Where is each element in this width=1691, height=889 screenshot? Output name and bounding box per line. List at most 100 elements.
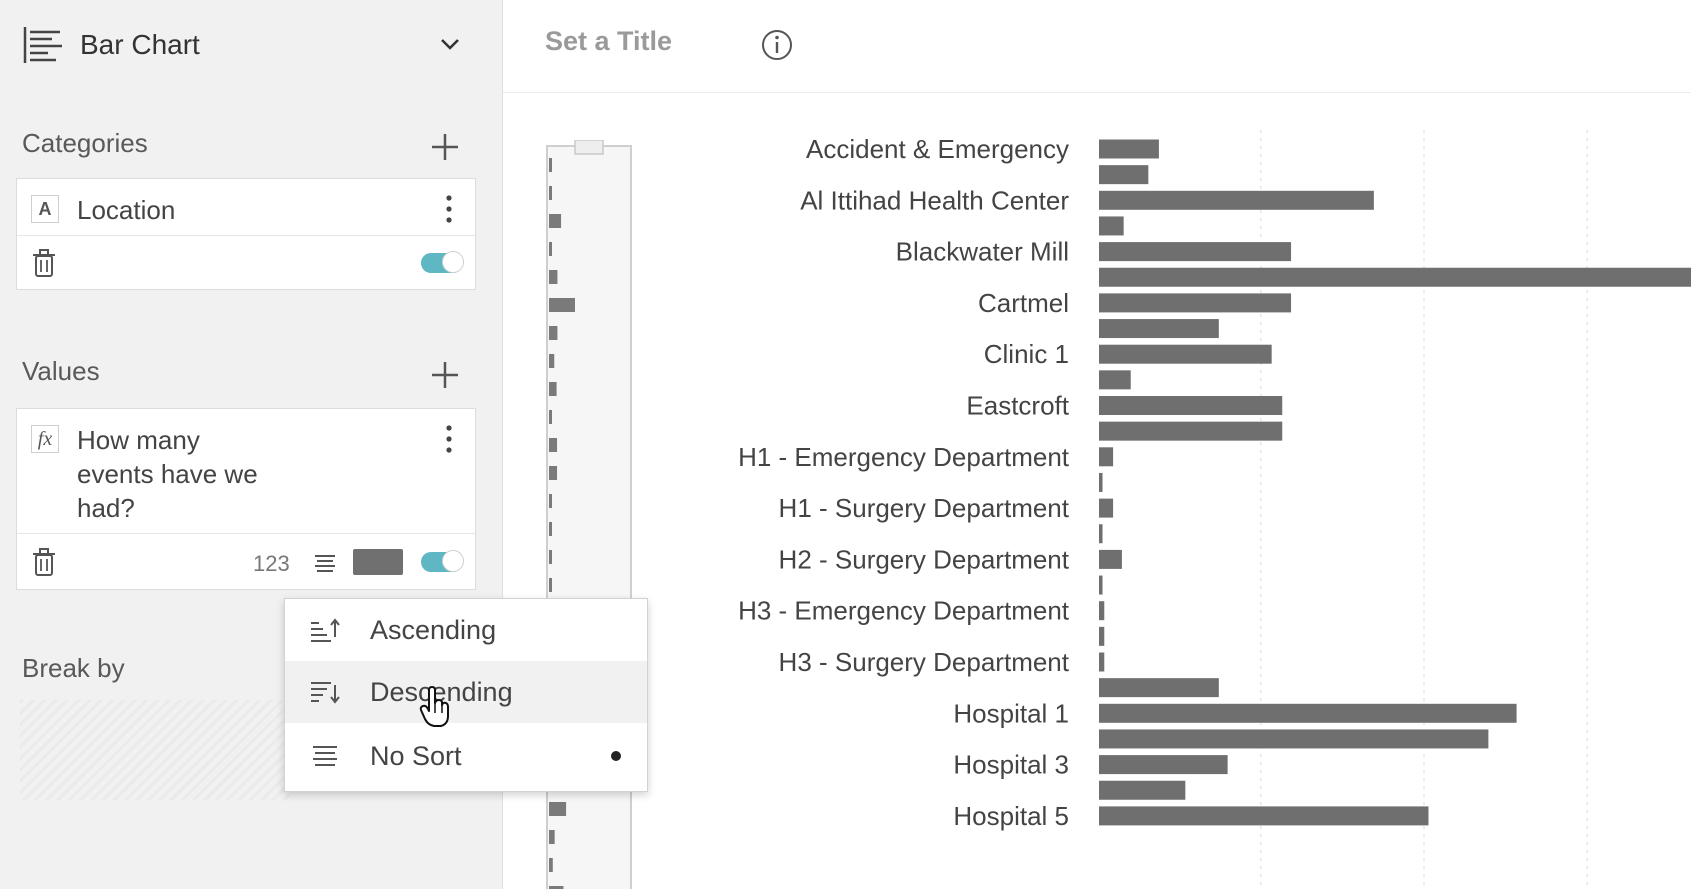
scroll-preview-bar — [549, 186, 552, 200]
bar[interactable] — [1099, 652, 1105, 672]
series-color-swatch[interactable] — [353, 549, 403, 575]
add-value-button[interactable] — [430, 360, 460, 390]
sort-ascending-label: Ascending — [370, 614, 497, 645]
info-icon[interactable] — [760, 28, 794, 62]
sort-descending-icon — [311, 682, 340, 704]
trash-icon[interactable] — [31, 547, 57, 577]
sort-ascending-option[interactable]: Ascending — [285, 599, 647, 661]
sort-descending-option[interactable]: Descending — [285, 661, 647, 723]
bar[interactable] — [1099, 703, 1517, 723]
scroll-preview-bar — [549, 382, 557, 396]
bar[interactable] — [1099, 139, 1159, 159]
category-label: Hospital 3 — [953, 750, 1069, 780]
scroll-preview-bar — [549, 578, 552, 592]
scroll-preview-bar — [549, 298, 575, 312]
category-label: H3 - Emergency Department — [738, 596, 1070, 626]
category-label: Hospital 1 — [953, 698, 1069, 728]
scroll-preview-bar — [549, 158, 552, 172]
bar[interactable] — [1099, 755, 1228, 775]
sort-menu: Ascending Descending No Sort — [284, 598, 648, 792]
no-sort-option[interactable]: No Sort — [285, 725, 647, 787]
scroll-preview-bar — [549, 466, 558, 480]
bar[interactable] — [1099, 344, 1272, 364]
bar-chart: Accident & Emergency Al Ittihad Health Ce… — [738, 130, 1691, 889]
bar[interactable] — [1099, 267, 1691, 287]
categories-title: Categories — [22, 128, 148, 158]
category-visibility-toggle[interactable] — [421, 251, 464, 273]
chart-header: Set a Title — [503, 0, 1691, 93]
category-label: Accident & Emergency — [806, 134, 1069, 164]
sort-ascending-icon — [311, 618, 340, 642]
bar[interactable] — [1099, 319, 1219, 339]
card-divider — [17, 533, 475, 534]
bar[interactable] — [1099, 216, 1124, 236]
scroll-preview-bar — [549, 522, 552, 536]
category-label: Hospital 5 — [953, 801, 1069, 831]
kebab-menu-icon[interactable] — [445, 424, 453, 454]
value-field-card: fx How many events have we had? 123 — [16, 408, 476, 590]
category-field-name[interactable]: Location — [77, 195, 176, 225]
scroll-preview-bar — [549, 858, 553, 872]
field-panel: Bar Chart Categories A Location Values f… — [0, 0, 503, 889]
chevron-down-icon[interactable] — [438, 32, 462, 56]
bar[interactable] — [1099, 729, 1489, 749]
scroll-preview-bar — [549, 326, 558, 340]
category-label: H1 - Surgery Department — [779, 493, 1070, 523]
value-visibility-toggle[interactable] — [421, 550, 464, 572]
kebab-menu-icon[interactable] — [445, 194, 453, 224]
category-label: Clinic 1 — [984, 339, 1069, 369]
break-by-title: Break by — [22, 653, 125, 683]
bar[interactable] — [1099, 626, 1105, 646]
number-format-button[interactable]: 123 — [253, 551, 290, 576]
values-title: Values — [22, 356, 100, 386]
bar[interactable] — [1099, 447, 1114, 467]
bar[interactable] — [1099, 242, 1292, 262]
add-category-button[interactable] — [430, 132, 460, 162]
bar[interactable] — [1099, 293, 1292, 313]
selected-indicator — [611, 751, 621, 761]
scroll-preview-bar — [549, 550, 552, 564]
bar[interactable] — [1099, 806, 1429, 826]
no-sort-label: No Sort — [370, 740, 462, 771]
value-field-name-line: How many — [77, 425, 200, 455]
bar[interactable] — [1099, 549, 1122, 569]
break-by-drop-zone[interactable] — [20, 700, 290, 800]
chart-title-input[interactable]: Set a Title — [545, 26, 673, 56]
sort-descending-label: Descending — [370, 676, 513, 707]
scroll-preview-bar — [549, 886, 564, 889]
chart-type-selector[interactable]: Bar Chart — [22, 22, 462, 68]
scroll-preview-bar — [549, 214, 562, 228]
bar[interactable] — [1099, 678, 1219, 698]
bar[interactable] — [1099, 498, 1114, 518]
category-label: H1 - Emergency Department — [738, 442, 1070, 472]
value-field-name-line: had? — [77, 493, 135, 523]
scroll-preview-bar — [549, 802, 567, 816]
bar[interactable] — [1099, 190, 1374, 210]
bar[interactable] — [1099, 780, 1186, 800]
bar[interactable] — [1099, 165, 1149, 185]
bar[interactable] — [1099, 421, 1283, 441]
bar[interactable] — [1099, 575, 1103, 595]
category-label: H3 - Surgery Department — [779, 647, 1070, 677]
category-label: Al Ittihad Health Center — [800, 185, 1069, 215]
category-label: H2 - Surgery Department — [779, 544, 1070, 574]
category-label: Eastcroft — [966, 391, 1069, 421]
category-field-card: A Location — [16, 178, 476, 290]
value-field-name[interactable]: How many events have we had? — [77, 423, 258, 525]
value-field-name-line: events have we — [77, 459, 258, 489]
sort-icon[interactable] — [313, 553, 337, 575]
scroll-preview-bar — [549, 494, 552, 508]
scroll-preview-bar — [549, 354, 555, 368]
bar[interactable] — [1099, 601, 1105, 621]
formula-type-badge: fx — [31, 425, 59, 453]
bar[interactable] — [1099, 472, 1103, 492]
trash-icon[interactable] — [31, 248, 57, 278]
category-label: Cartmel — [978, 288, 1069, 318]
bar[interactable] — [1099, 524, 1103, 544]
no-sort-icon — [313, 746, 337, 766]
card-divider — [17, 235, 475, 236]
scroll-preview-bar — [549, 270, 558, 284]
scroll-preview-bar — [549, 830, 555, 844]
bar[interactable] — [1099, 370, 1131, 390]
bar[interactable] — [1099, 396, 1283, 415]
